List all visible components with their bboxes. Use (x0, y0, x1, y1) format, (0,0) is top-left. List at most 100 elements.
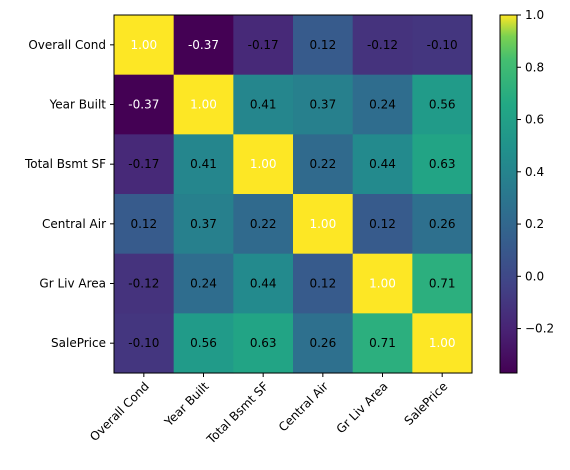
cell-value-label: 0.12 (130, 217, 157, 231)
colorbar-tick-label: −0.2 (525, 322, 554, 336)
cell-value-label: 0.37 (309, 98, 336, 112)
x-tick-label-year-built: Year Built (161, 379, 212, 430)
cell-value-label: 1.00 (429, 336, 456, 350)
cell-value-label: 1.00 (369, 277, 396, 291)
heatmap-cell-overall-cond-gr-liv-area (352, 15, 413, 76)
heatmap-cell-total-bsmt-sf-central-air (293, 134, 354, 195)
colorbar: −0.2 0.0 0.2 0.4 0.6 0.8 1.0 (499, 8, 554, 374)
heatmap-cell-total-bsmt-sf-overall-cond (114, 134, 175, 195)
cell-value-label: 0.22 (309, 157, 336, 171)
y-tick-label-overall-cond: Overall Cond (28, 38, 106, 52)
cell-value-label: -0.12 (367, 38, 398, 52)
heatmap-cell-gr-liv-area-central-air (293, 253, 354, 314)
x-tick-label-central-air: Central Air (276, 379, 331, 434)
y-tick-label-year-built: Year Built (49, 98, 107, 112)
heatmap-cell-overall-cond-total-bsmt-sf (233, 15, 294, 76)
heatmap-cell-gr-liv-area-year-built (173, 253, 234, 314)
heatmap-cell-gr-liv-area-gr-liv-area (352, 253, 413, 314)
cell-value-label: -0.10 (427, 38, 458, 52)
heatmap-cell-year-built-saleprice (412, 74, 473, 135)
colorbar-tick-label: 0.8 (525, 60, 544, 74)
cell-value-label: 0.71 (429, 277, 456, 291)
cell-value-label: -0.17 (128, 157, 159, 171)
heatmap-cell-central-air-gr-liv-area (352, 194, 413, 255)
cell-value-label: 1.00 (250, 157, 277, 171)
heatmap-cell-saleprice-saleprice (412, 313, 473, 374)
cell-value-label: 0.12 (309, 277, 336, 291)
cell-value-label: 0.56 (190, 336, 217, 350)
heatmap-cell-saleprice-overall-cond (114, 313, 175, 374)
heatmap-cell-year-built-total-bsmt-sf (233, 74, 294, 135)
heatmap-cell-year-built-year-built (173, 74, 234, 135)
cell-value-label: 0.12 (369, 217, 396, 231)
cell-value-label: 0.63 (250, 336, 277, 350)
colorbar-tick-label: 0.6 (525, 113, 544, 127)
x-tick-label-gr-liv-area: Gr Liv Area (334, 379, 391, 436)
y-tick-label-gr-liv-area: Gr Liv Area (39, 277, 106, 291)
heatmap-cell-central-air-saleprice (412, 194, 473, 255)
x-tick-label-overall-cond: Overall Cond (87, 379, 152, 444)
heatmap-cell-saleprice-year-built (173, 313, 234, 374)
plot-frame (113, 14, 473, 374)
colorbar-gradient (499, 14, 518, 374)
cell-value-label: 1.00 (130, 38, 157, 52)
y-tick-label-total-bsmt-sf: Total Bsmt SF (24, 157, 106, 171)
cell-value-label: -0.37 (188, 38, 219, 52)
cell-value-label: 1.00 (309, 217, 336, 231)
cell-value-label: 0.24 (190, 277, 217, 291)
cell-value-label: 0.63 (429, 157, 456, 171)
heatmap-cell-gr-liv-area-total-bsmt-sf (233, 253, 294, 314)
heatmap-cell-central-air-total-bsmt-sf (233, 194, 294, 255)
cell-value-label: 0.71 (369, 336, 396, 350)
heatmap-cell-central-air-year-built (173, 194, 234, 255)
heatmap-cell-year-built-central-air (293, 74, 354, 135)
cell-value-label: -0.37 (128, 98, 159, 112)
colorbar-tick-label: 0.0 (525, 269, 544, 283)
cell-value-label: 0.44 (369, 157, 396, 171)
heatmap-cell-year-built-overall-cond (114, 74, 175, 135)
cell-value-label: -0.10 (128, 336, 159, 350)
cell-value-label: 0.26 (429, 217, 456, 231)
heatmap-cell-total-bsmt-sf-year-built (173, 134, 234, 195)
y-tick-label-central-air: Central Air (42, 217, 106, 231)
heatmap-cell-overall-cond-overall-cond (114, 15, 175, 76)
heatmap-cell-overall-cond-year-built (173, 15, 234, 76)
heatmap-cells (114, 15, 473, 374)
heatmap-cell-saleprice-gr-liv-area (352, 313, 413, 374)
cell-value-label: -0.12 (128, 277, 159, 291)
colorbar-tick-label: 0.2 (525, 217, 544, 231)
x-tick-label-saleprice: SalePrice (402, 379, 451, 428)
cell-value-label: 0.12 (309, 38, 336, 52)
cell-value-label: 0.37 (190, 217, 217, 231)
heatmap-cell-overall-cond-central-air (293, 15, 354, 76)
cell-value-label: 0.56 (429, 98, 456, 112)
cell-value-label: 0.41 (250, 98, 277, 112)
heatmap-cell-central-air-overall-cond (114, 194, 175, 255)
cell-value-label: 0.24 (369, 98, 396, 112)
y-axis: Overall Cond Year Built Total Bsmt SF Centr… (24, 38, 114, 350)
cell-value-label: 1.00 (190, 98, 217, 112)
heatmap-cell-gr-liv-area-overall-cond (114, 253, 175, 314)
heatmap-cell-saleprice-central-air (293, 313, 354, 374)
heatmap-cell-gr-liv-area-saleprice (412, 253, 473, 314)
cell-value-label: 0.41 (190, 157, 217, 171)
colorbar-tick-label: 1.0 (525, 8, 544, 22)
heatmap-cell-year-built-gr-liv-area (352, 74, 413, 135)
heatmap-cell-overall-cond-saleprice (412, 15, 473, 76)
y-tick-label-saleprice: SalePrice (51, 336, 106, 350)
x-tick-label-total-bsmt-sf: Total Bsmt SF (203, 379, 271, 447)
heatmap-cell-central-air-central-air (293, 194, 354, 255)
colorbar-tick-label: 0.4 (525, 165, 544, 179)
cell-value-label: 0.44 (250, 277, 277, 291)
heatmap-cell-saleprice-total-bsmt-sf (233, 313, 294, 374)
cell-value-label: -0.17 (248, 38, 279, 52)
heatmap-cell-total-bsmt-sf-total-bsmt-sf (233, 134, 294, 195)
heatmap-cell-total-bsmt-sf-saleprice (412, 134, 473, 195)
cell-value-label: 0.22 (250, 217, 277, 231)
heatmap-cell-total-bsmt-sf-gr-liv-area (352, 134, 413, 195)
heatmap-cell-labels: 1.00 -0.37 -0.17 0.12 -0.12 -0.10 -0.37 1.00 0.4… (128, 38, 457, 350)
colorbar-ticks: −0.2 0.0 0.2 0.4 0.6 0.8 1.0 (517, 8, 554, 336)
cell-value-label: 0.26 (309, 336, 336, 350)
